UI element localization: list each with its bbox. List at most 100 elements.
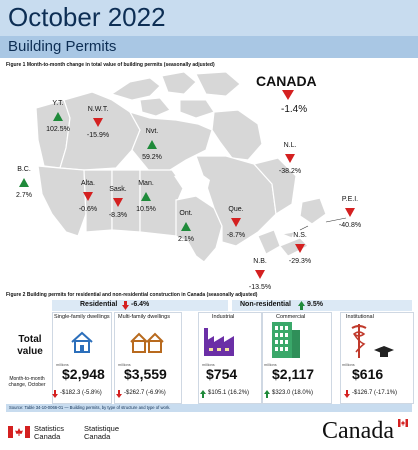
down-arrow-icon xyxy=(231,218,241,227)
residential-change: -6.4% xyxy=(131,301,150,308)
region-arctic-island-3 xyxy=(195,71,241,97)
prov-que: Que. -8.7% xyxy=(218,206,254,240)
prov-yt-code: Y.T. xyxy=(52,100,64,107)
prov-nvt: Nvt. 59.2% xyxy=(132,128,172,162)
down-arrow-icon xyxy=(295,244,305,253)
source-text: Source: Table 34-10-0066-01 — Building p… xyxy=(9,405,171,410)
factory-icon xyxy=(204,328,234,356)
region-bc xyxy=(37,165,87,237)
category-name: Multi-family dwellings xyxy=(118,314,170,320)
up-arrow-icon xyxy=(19,178,29,187)
prov-bc-value: 2.7% xyxy=(16,192,32,199)
region-arctic-island-4 xyxy=(139,97,171,117)
region-arctic-island-1 xyxy=(110,77,161,101)
millions-label: millions xyxy=(264,363,277,367)
prov-yt: Y.T. 102.5% xyxy=(38,100,78,134)
figure1-label: Figure 1 Month-to-month change in total … xyxy=(6,62,215,68)
down-arrow-icon xyxy=(285,154,295,163)
down-arrow-icon xyxy=(52,390,58,398)
millions-label: millions xyxy=(342,363,355,367)
hudson-bay xyxy=(174,170,210,196)
prov-nwt-value: -15.9% xyxy=(86,132,110,139)
down-arrow-icon xyxy=(344,390,350,398)
region-arctic-island-2 xyxy=(161,71,197,95)
up-arrow-icon xyxy=(53,112,63,121)
canada-label: CANADA xyxy=(256,73,317,89)
prov-que-value: -8.7% xyxy=(226,232,246,239)
residential-label: Residential xyxy=(80,301,118,308)
region-nova-scotia xyxy=(279,237,309,257)
down-arrow-icon xyxy=(345,208,355,217)
prov-pei-code: P.E.I. xyxy=(341,196,359,203)
up-arrow-icon xyxy=(141,192,151,201)
caduceus-graduation-icon xyxy=(351,324,394,358)
category-name: Single-family dwellings xyxy=(54,314,110,320)
wordmark-flag-icon xyxy=(398,419,408,427)
residential-header-band xyxy=(52,300,228,311)
prov-ont-value: 2.1% xyxy=(178,236,194,243)
prov-nwt: N.W.T. -15.9% xyxy=(78,106,118,140)
prov-nl-value: -38.2% xyxy=(278,168,302,175)
category-name: Institutional xyxy=(346,314,374,320)
region-pei xyxy=(280,231,295,239)
down-arrow-icon xyxy=(93,118,103,127)
region-ontario xyxy=(175,195,223,263)
prov-man: Man. 10.5% xyxy=(128,180,164,214)
category-value: $616 xyxy=(352,366,384,382)
subtitle-band xyxy=(0,36,418,58)
category-multi-family xyxy=(114,312,182,404)
down-arrow-icon xyxy=(255,270,265,279)
page-title: October 2022 xyxy=(8,2,166,32)
canada-down-arrow-icon xyxy=(282,90,294,100)
category-value: $754 xyxy=(206,366,238,382)
region-baffin xyxy=(211,109,263,161)
region-labrador xyxy=(252,157,297,216)
region-nwt xyxy=(59,91,141,171)
canada-map xyxy=(35,71,347,263)
prov-alta-code: Alta. xyxy=(80,180,95,187)
prov-que-code: Que. xyxy=(228,206,244,213)
prov-man-value: 10.5% xyxy=(136,206,156,213)
category-change: $105.1 (16.2%) xyxy=(208,390,250,396)
canada-wordmark: Canada xyxy=(322,418,394,444)
region-nunavut xyxy=(128,111,213,173)
prov-ont-code: Ont. xyxy=(179,210,193,217)
prov-nvt-code: Nvt. xyxy=(145,128,159,135)
prov-nb-value: -13.5% xyxy=(248,284,272,291)
prov-alta-value: -0.6% xyxy=(78,206,98,213)
figure2-label: Figure 2 Building permits for residentia… xyxy=(6,292,258,298)
millions-label: millions xyxy=(56,363,69,367)
canada-value: -1.4% xyxy=(281,104,308,115)
prov-nb: N.B. -13.5% xyxy=(242,258,278,292)
prov-nvt-value: 59.2% xyxy=(142,154,162,161)
region-alberta xyxy=(83,169,113,233)
down-arrow-icon xyxy=(113,198,123,207)
prov-nwt-code: N.W.T. xyxy=(87,106,109,113)
region-newfoundland xyxy=(299,197,327,225)
prov-man-code: Man. xyxy=(138,180,154,187)
millions-label: millions xyxy=(118,363,131,367)
prov-nl: N.L. -38.2% xyxy=(272,142,308,176)
region-quebec xyxy=(195,155,277,247)
nonresidential-change: 9.5% xyxy=(307,301,323,308)
residential-down-arrow-icon xyxy=(122,301,129,310)
prov-pei: P.E.I. -40.8% xyxy=(330,196,370,230)
statcan-french: Statistique Canada xyxy=(84,424,120,441)
office-building-icon xyxy=(272,322,300,358)
category-change: -$182.3 (-5.8%) xyxy=(60,390,102,396)
prov-bc-code: B.C. xyxy=(17,166,31,173)
prov-nl-code: N.L. xyxy=(283,142,297,149)
change-label: Month-to-month change, October xyxy=(8,376,46,388)
statcan-english: Statistics Canada xyxy=(34,424,65,441)
millions-label: millions xyxy=(202,363,215,367)
category-name: Industrial xyxy=(212,314,235,320)
nonresidential-up-arrow-icon xyxy=(298,301,305,310)
source-bar xyxy=(6,404,412,412)
canada-flag-icon xyxy=(8,426,30,438)
category-value: $2,948 xyxy=(62,366,105,382)
nonresidential-header-band xyxy=(232,300,412,311)
prov-bc: B.C. 2.7% xyxy=(6,166,42,200)
prov-yt-value: 102.5% xyxy=(46,126,70,133)
prov-sask-code: Sask. xyxy=(109,186,127,193)
prov-sask-value: -8.3% xyxy=(108,212,128,219)
